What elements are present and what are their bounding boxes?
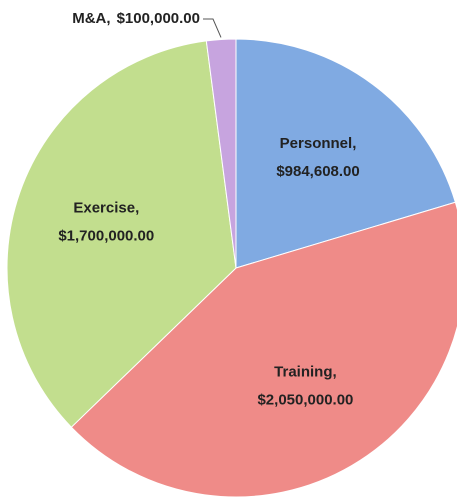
slice-label: M&A, $100,000.00 [72, 10, 200, 27]
pie-slice [6, 40, 237, 428]
category-label: Training, [274, 364, 337, 381]
value-label: $2,050,000.00 [257, 392, 353, 409]
category-label: M&A, [72, 10, 110, 27]
category-label: Personnel, [280, 135, 357, 152]
leader-line [202, 18, 222, 38]
category-label: Exercise, [73, 200, 139, 217]
slice-label: Exercise, $1,700,000.00 [58, 200, 154, 245]
pie-slice [70, 201, 457, 498]
value-label: $100,000.00 [117, 10, 200, 27]
slice-label: Personnel, $984,608.00 [276, 135, 359, 180]
pie-slice [235, 38, 456, 269]
value-label: $984,608.00 [276, 163, 359, 180]
slice-label: Training, $2,050,000.00 [257, 364, 353, 409]
value-label: $1,700,000.00 [58, 228, 154, 245]
pie-slice [205, 38, 237, 269]
